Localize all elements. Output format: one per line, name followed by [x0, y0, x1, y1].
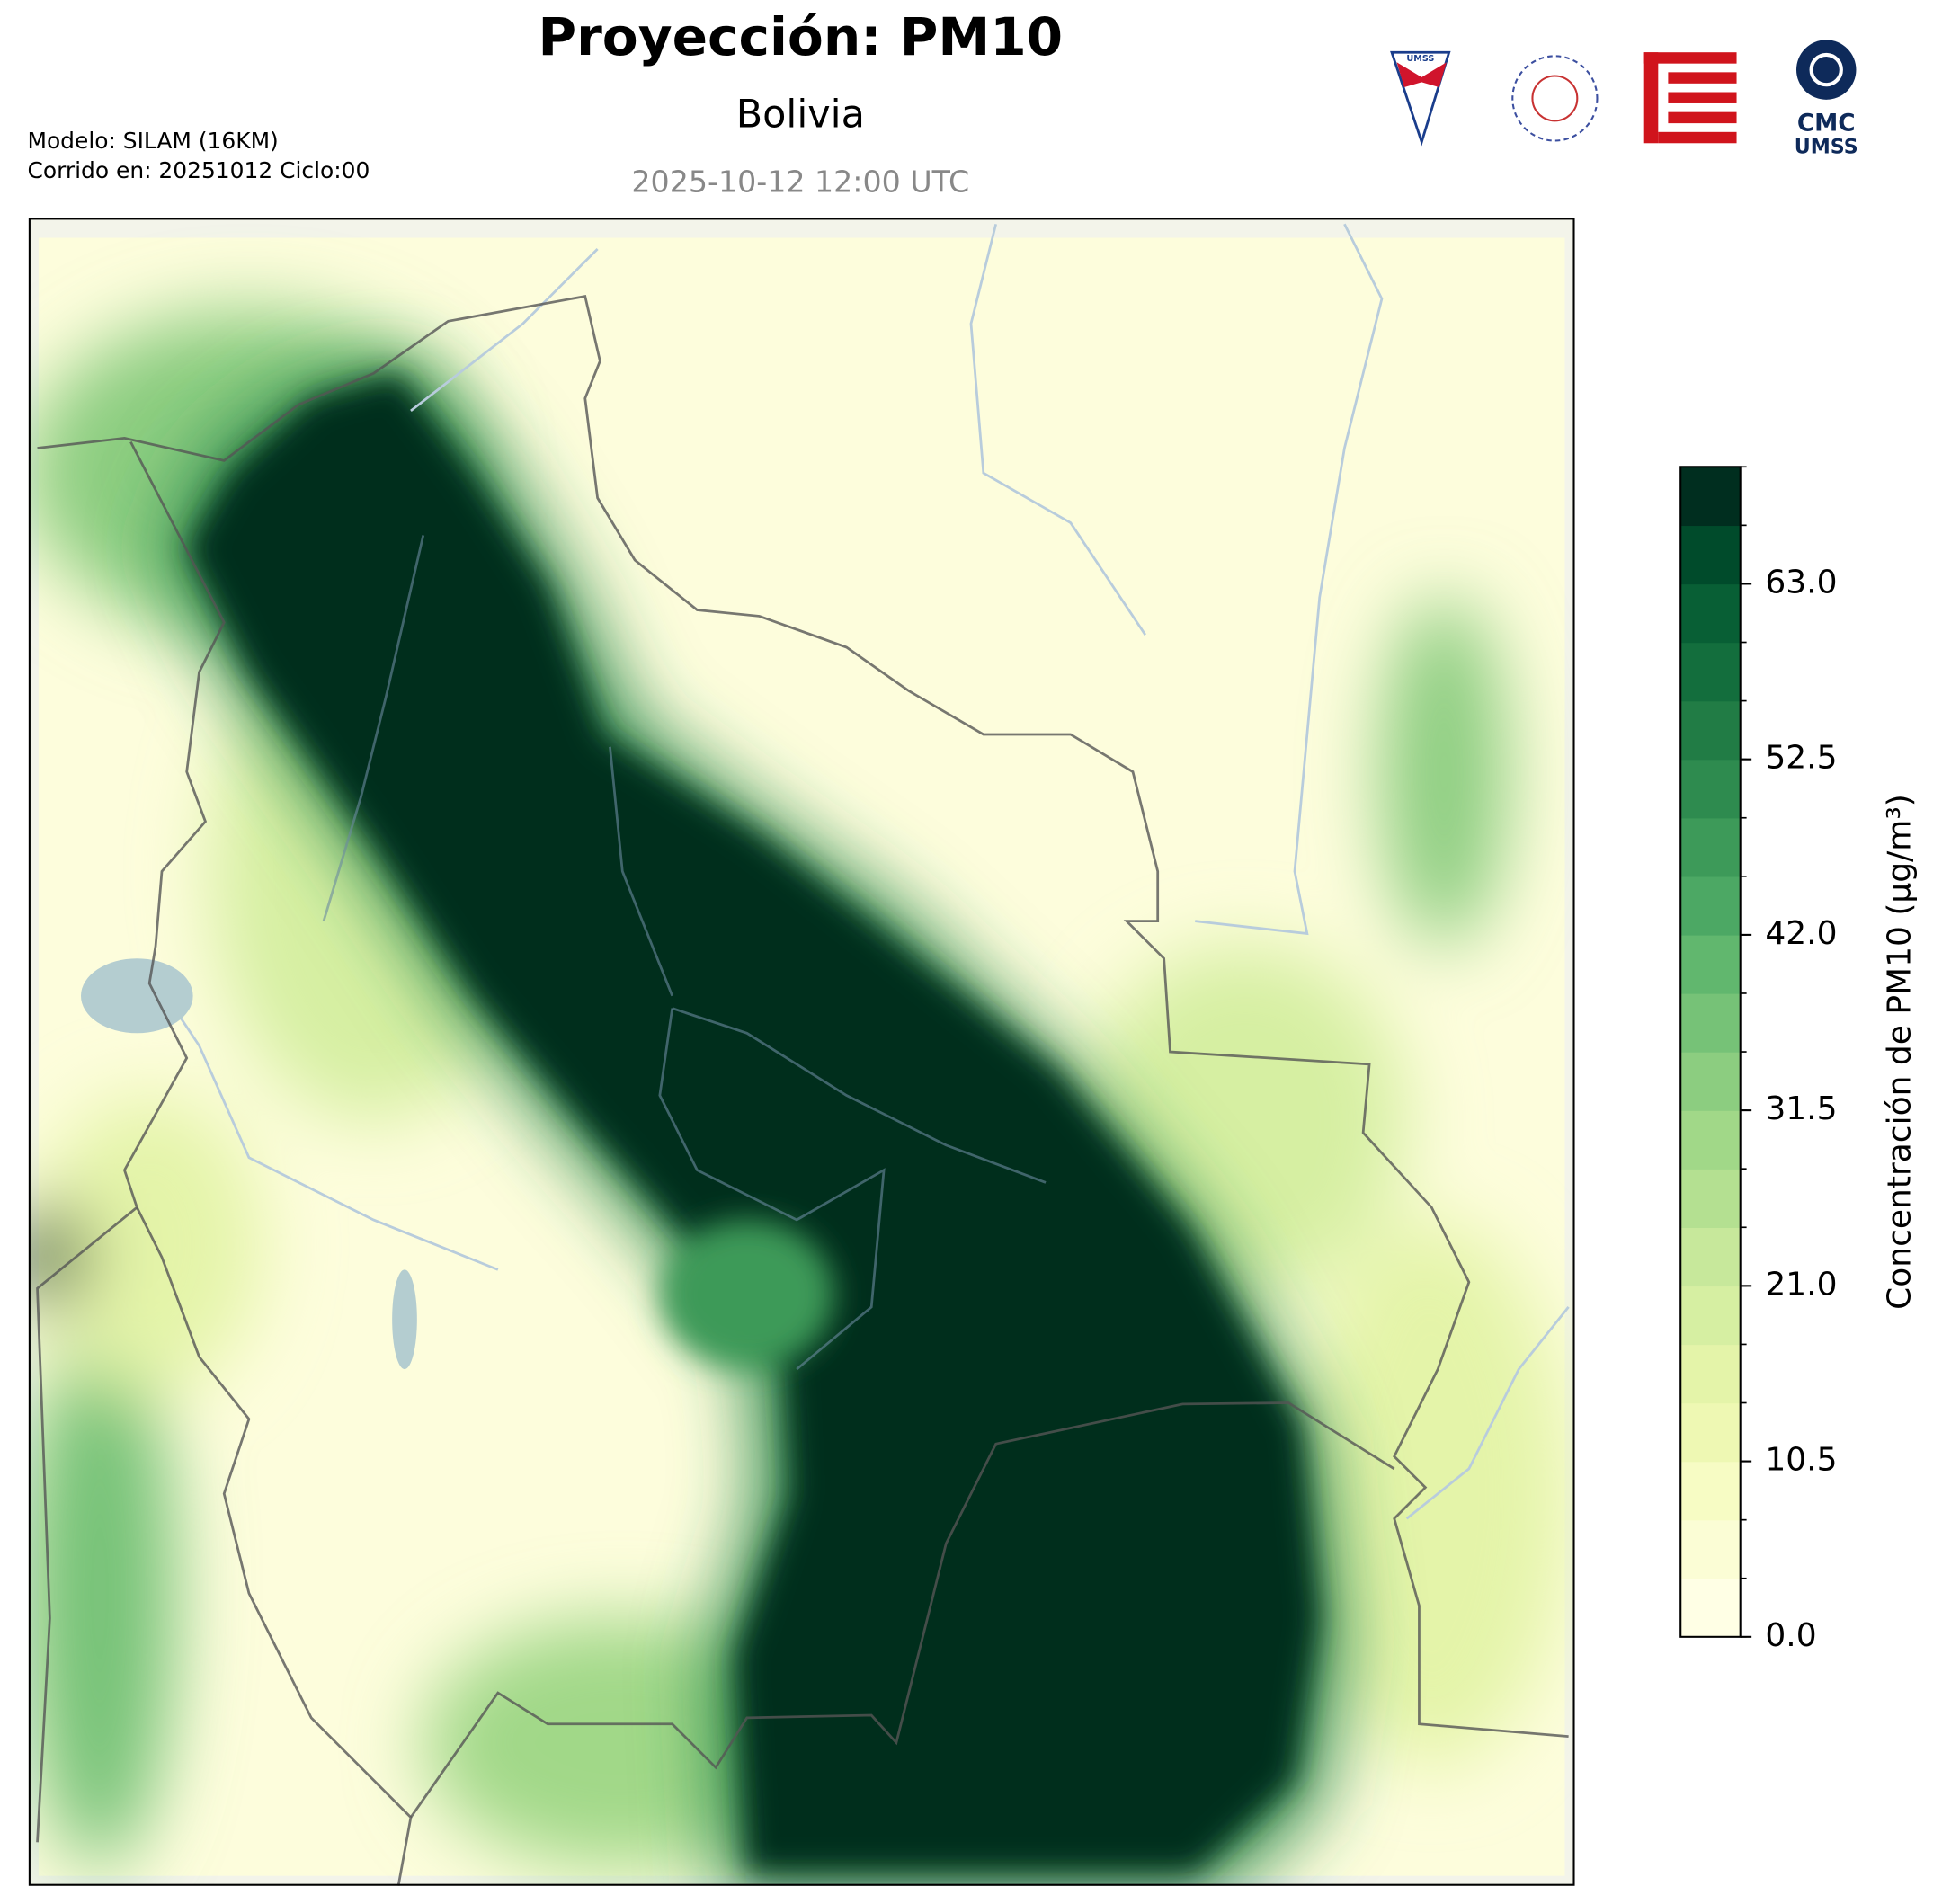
- colorbar-tick-label: 42.0: [1765, 915, 1837, 952]
- colorbar-tick-label: 63.0: [1765, 564, 1837, 601]
- colorbar-tick-label: 31.5: [1765, 1090, 1837, 1127]
- field-patch: [659, 1219, 834, 1370]
- lake-poopo: [392, 1269, 417, 1370]
- model-info: Modelo: SILAM (16KM): [27, 128, 278, 154]
- colorbar-tick-label: 10.5: [1765, 1442, 1837, 1479]
- valid-time: 2025-10-12 12:00 UTC: [631, 164, 969, 199]
- umss-logo-red: [1396, 62, 1447, 87]
- lake-titicaca: [81, 958, 193, 1034]
- colorbar-band: [1680, 583, 1741, 644]
- borders: [36, 294, 1569, 1886]
- umss-badge-text: UMSS: [1406, 54, 1434, 64]
- cmc-sub-text: UMSS: [1795, 135, 1858, 158]
- colorbar-band: [1680, 1052, 1741, 1111]
- map: [28, 218, 1575, 1886]
- colorbar-band: [1680, 934, 1741, 994]
- colorbar-band: [1680, 1110, 1741, 1170]
- colorbar-band: [1680, 1519, 1741, 1579]
- colorbar-tick-label: 52.5: [1765, 740, 1837, 777]
- colorbar-band: [1680, 642, 1741, 702]
- colorbar-band: [1680, 1169, 1741, 1228]
- colorbar: 0.0 10.5 21.0 31.5 42.0 52.5 63.0: [1679, 466, 1838, 1654]
- colorbar-band: [1680, 1227, 1741, 1287]
- colorbar-band: [1680, 700, 1741, 761]
- cmc-logo: [1796, 40, 1857, 100]
- fisica-logo: [1511, 55, 1599, 142]
- rivers: [148, 223, 1570, 1520]
- field-core: [186, 373, 1320, 1873]
- colorbar-band: [1680, 467, 1741, 527]
- colorbar-tick-label: 0.0: [1765, 1617, 1816, 1654]
- colorbar-tick-label: 21.0: [1765, 1266, 1837, 1303]
- colorbar-band: [1680, 1344, 1741, 1404]
- colorbar-band: [1680, 525, 1741, 585]
- colorbar-band: [1680, 1286, 1741, 1346]
- colorbar-band: [1680, 817, 1741, 877]
- logos: UMSS CMC UMSS: [1390, 40, 1858, 158]
- inner-rivers: [322, 535, 1047, 1371]
- colorbar-band: [1680, 759, 1741, 819]
- cmc-text: CMC: [1797, 110, 1856, 137]
- colorbar-label: Concentración de PM10 (μg/m³): [1881, 794, 1918, 1310]
- cmc-logo-inner: [1809, 52, 1843, 87]
- fcyt-logo: [1643, 52, 1737, 144]
- colorbar-band: [1680, 1402, 1741, 1463]
- run-info: Corrido en: 20251012 Ciclo:00: [27, 157, 370, 183]
- fisica-logo-inner: [1531, 75, 1579, 122]
- colorbar-band: [1680, 1578, 1741, 1638]
- subtitle: Bolivia: [736, 92, 865, 137]
- colorbar-band: [1680, 992, 1741, 1053]
- colorbar-band: [1680, 1461, 1741, 1521]
- title: Proyección: PM10: [538, 6, 1063, 67]
- colorbar-band: [1680, 876, 1741, 936]
